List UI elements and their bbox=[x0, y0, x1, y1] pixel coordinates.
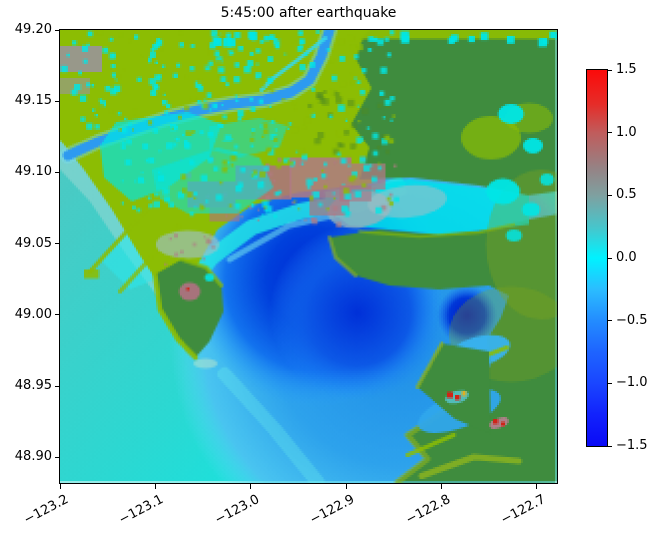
colorbar-tick-label: 1.0 bbox=[616, 124, 637, 140]
colorbar-gradient bbox=[587, 70, 607, 446]
colorbar bbox=[586, 69, 608, 447]
y-tick-label: 49.05 bbox=[14, 235, 52, 251]
y-tick bbox=[55, 100, 60, 102]
colorbar-tick-label: 1.5 bbox=[616, 62, 637, 77]
x-tick-label: −123.0 bbox=[212, 492, 262, 528]
x-tick-label: −123.2 bbox=[21, 492, 72, 528]
x-tick bbox=[250, 484, 252, 489]
x-tick bbox=[345, 484, 347, 489]
colorbar-tick-label: −0.5 bbox=[616, 312, 648, 328]
y-tick bbox=[55, 243, 60, 245]
x-tick bbox=[154, 484, 156, 489]
colorbar-tick bbox=[608, 445, 612, 447]
colorbar-tick bbox=[608, 194, 612, 196]
map-canvas bbox=[60, 30, 557, 483]
y-tick-label: 48.90 bbox=[14, 449, 52, 465]
y-tick bbox=[55, 385, 60, 387]
y-tick bbox=[55, 29, 60, 31]
colorbar-tick bbox=[608, 69, 612, 71]
y-tick-label: 48.95 bbox=[14, 378, 52, 394]
colorbar-tick bbox=[608, 132, 612, 134]
colorbar-tick bbox=[608, 257, 612, 259]
colorbar-tick bbox=[608, 382, 612, 384]
colorbar-tick-label: 0.0 bbox=[616, 250, 637, 265]
colorbar-tick-label: −1.5 bbox=[616, 438, 648, 453]
y-tick-label: 49.10 bbox=[14, 164, 52, 180]
colorbar-tick bbox=[608, 320, 612, 322]
x-tick-label: −122.7 bbox=[498, 492, 548, 528]
x-tick bbox=[536, 484, 538, 489]
x-tick-label: −122.9 bbox=[307, 492, 358, 528]
y-tick bbox=[55, 171, 60, 173]
x-tick bbox=[441, 484, 443, 489]
colorbar-tick-label: −1.0 bbox=[616, 375, 648, 391]
chart-title: 5:45:00 after earthquake bbox=[220, 5, 397, 21]
y-tick-label: 49.15 bbox=[14, 93, 52, 109]
colorbar-tick-label: 0.5 bbox=[616, 187, 637, 203]
y-tick bbox=[55, 314, 60, 316]
x-tick-label: −123.1 bbox=[116, 492, 167, 528]
x-tick bbox=[59, 484, 61, 489]
y-tick-label: 49.00 bbox=[14, 306, 52, 322]
x-tick-label: −122.8 bbox=[403, 492, 453, 528]
y-tick-label: 49.20 bbox=[14, 22, 52, 37]
y-tick bbox=[55, 456, 60, 458]
